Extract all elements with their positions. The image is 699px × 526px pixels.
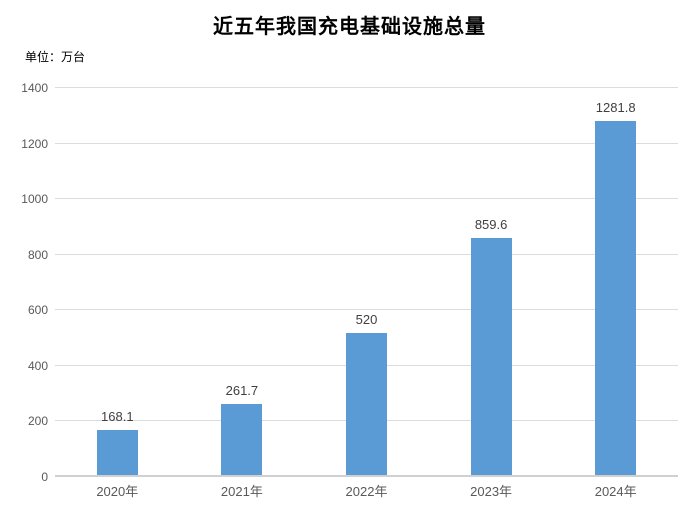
bar-2020年 <box>96 430 138 475</box>
x-axis-tick-label-2021年: 2021年 <box>220 484 263 499</box>
data-label-2020年: 168.1 <box>101 409 134 425</box>
x-axis-tick-label-2024年: 2024年 <box>594 484 637 499</box>
x-axis-tick-label-2023年: 2023年 <box>470 484 513 499</box>
y-axis-tick-label-800: 800 <box>27 247 48 262</box>
gridline-1400 <box>55 87 678 88</box>
y-axis-tick-label-200: 200 <box>27 414 48 429</box>
data-label-2022年: 520 <box>355 311 378 327</box>
y-axis-tick-label-1000: 1000 <box>21 192 48 207</box>
data-label-2023年: 859.6 <box>474 217 508 233</box>
bar-2023年 <box>470 238 512 475</box>
unit-label: 单位：万台 <box>25 50 86 64</box>
y-axis-tick-label-600: 600 <box>27 303 48 318</box>
y-axis-tick-label-0: 0 <box>41 470 48 484</box>
bar-2021年 <box>221 404 263 475</box>
chart-title: 近五年我国充电基础设施总量 <box>213 16 486 38</box>
plot-area: 168.1 2020年 261.7 2021年 520 2022年 859.6 2023年 12… <box>55 87 678 499</box>
y-axis-tick-label-1400: 1400 <box>21 81 48 95</box>
gridline-600 <box>55 309 678 311</box>
x-axis-line <box>55 475 678 477</box>
y-axis-tick-label-1200: 1200 <box>21 136 48 151</box>
gridline-1200 <box>55 142 678 144</box>
gridline-800 <box>55 253 678 255</box>
bar-2024年 <box>595 120 637 475</box>
x-axis-tick-label-2020年: 2020年 <box>96 484 139 499</box>
y-axis: 0 200 400 600 800 1000 1200 1400 <box>0 81 48 484</box>
x-axis-tick-label-2022年: 2022年 <box>345 484 388 499</box>
gridline-1000 <box>55 198 678 200</box>
bar-2022年 <box>346 332 387 475</box>
data-label-2024年: 1281.8 <box>595 99 636 115</box>
data-label-2021年: 261.7 <box>225 383 259 399</box>
y-axis-tick-label-400: 400 <box>27 358 48 373</box>
